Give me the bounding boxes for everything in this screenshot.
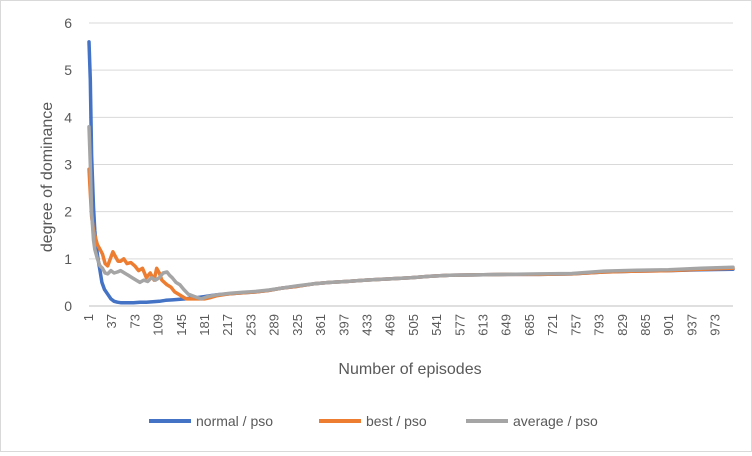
y-tick-label: 4	[64, 109, 72, 125]
x-tick-label: 37	[104, 314, 119, 328]
x-tick-label: 793	[592, 314, 607, 336]
x-tick-labels: 1 37 73 109 145 181 217 253 289 325 361 397 433 469 50…	[81, 314, 723, 336]
series-line	[87, 125, 735, 301]
series-line	[87, 167, 735, 301]
x-tick-label: 649	[499, 314, 514, 336]
x-tick-label: 217	[220, 314, 235, 336]
x-tick-label: 613	[476, 314, 491, 336]
x-tick-label: 361	[313, 314, 328, 336]
x-tick-label: 73	[127, 314, 142, 328]
x-tick-label: 973	[708, 314, 723, 336]
x-tick-label: 289	[267, 314, 282, 336]
legend-label: normal / pso	[196, 413, 273, 429]
gridlines	[89, 22, 733, 307]
x-tick-label: 577	[452, 314, 467, 336]
x-tick-label: 757	[568, 314, 583, 336]
x-tick-label: 469	[383, 314, 398, 336]
y-tick-label: 5	[64, 62, 72, 78]
series-line	[87, 40, 735, 305]
x-tick-label: 109	[151, 314, 166, 336]
x-tick-label: 505	[406, 314, 421, 336]
x-tick-label: 901	[661, 314, 676, 336]
y-tick-label: 3	[64, 157, 72, 173]
y-axis-title: degree of dominance	[39, 102, 56, 252]
x-tick-label: 829	[615, 314, 630, 336]
x-tick-label: 145	[174, 314, 189, 336]
y-tick-label: 6	[64, 15, 72, 31]
y-tick-label: 2	[64, 204, 72, 220]
x-tick-label: 181	[197, 314, 212, 336]
x-tick-label: 1	[81, 314, 96, 321]
x-tick-label: 937	[684, 314, 699, 336]
legend: normal / pso best / pso average / pso	[149, 413, 598, 429]
x-tick-label: 433	[359, 314, 374, 336]
y-tick-labels: 0 1 2 3 4 5 6	[64, 15, 72, 314]
y-tick-label: 1	[64, 251, 72, 267]
x-tick-label: 721	[545, 314, 560, 336]
x-tick-label: 865	[638, 314, 653, 336]
x-axis-title: Number of episodes	[338, 361, 481, 378]
x-tick-label: 541	[429, 314, 444, 336]
legend-label: average / pso	[513, 413, 598, 429]
series-lines	[87, 40, 735, 305]
x-tick-label: 253	[243, 314, 258, 336]
legend-label: best / pso	[366, 413, 427, 429]
x-tick-label: 685	[522, 314, 537, 336]
y-tick-label: 0	[64, 298, 72, 314]
x-tick-label: 397	[336, 314, 351, 336]
x-tick-label: 325	[290, 314, 305, 336]
